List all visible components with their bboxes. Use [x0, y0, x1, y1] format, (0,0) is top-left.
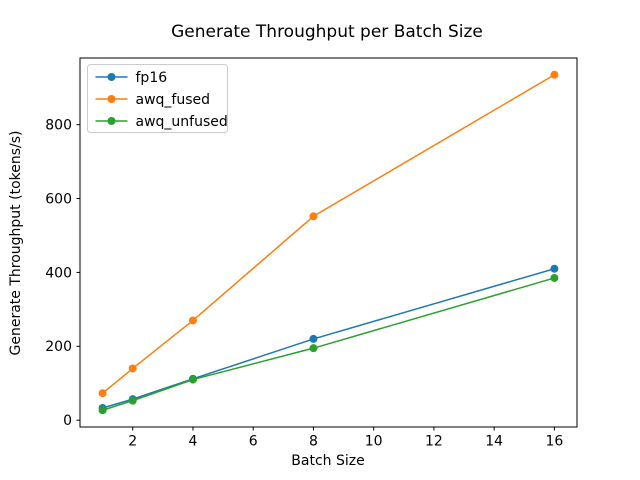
legend-item-awq_unfused: awq_unfused [136, 114, 228, 130]
data-point-awq_fused [98, 389, 107, 398]
legend-item-fp16: fp16 [136, 70, 168, 86]
data-point-awq_fused [550, 70, 559, 79]
data-point-fp16 [550, 264, 559, 273]
series-line-awq_unfused [101, 277, 556, 411]
x-tick-label: 8 [309, 434, 318, 450]
x-tick-label: 14 [485, 434, 503, 450]
axes-spines [79, 57, 578, 428]
y-tick-label: 400 [45, 265, 72, 281]
axis-ticks: 2 4 6 8 10 12 14 16 0 200 400 600 800 [45, 118, 563, 450]
data-point-awq_unfused [188, 375, 197, 384]
data-point-awq_fused [128, 364, 137, 373]
x-tick-label: 12 [425, 434, 443, 450]
data-point-awq_fused [188, 316, 197, 325]
x-axis-label: Batch Size [291, 453, 364, 469]
data-point-fp16 [309, 334, 318, 343]
chart-title: Generate Throughput per Batch Size [171, 22, 483, 42]
legend: fp16 awq_fused awq_unfused [87, 64, 228, 133]
legend-item-awq_fused: awq_fused [136, 92, 211, 108]
x-tick-label: 2 [128, 434, 137, 450]
legend-marker-awq_unfused [107, 117, 116, 125]
data-point-awq_unfused [128, 396, 137, 405]
data-point-awq_unfused [98, 406, 107, 415]
legend-box [87, 64, 228, 133]
data-point-awq_fused [309, 212, 318, 221]
x-tick-label: 16 [545, 434, 563, 450]
plot-frame [79, 57, 578, 428]
legend-marker-awq_fused [107, 95, 116, 103]
data-point-awq_unfused [550, 273, 559, 282]
x-tick-label: 4 [188, 434, 197, 450]
x-tick-label: 6 [249, 434, 258, 450]
legend-marker-fp16 [107, 73, 116, 81]
x-tick-label: 10 [365, 434, 383, 450]
data-point-awq_unfused [309, 344, 318, 353]
y-tick-label: 600 [45, 191, 72, 207]
plot-series [98, 70, 559, 415]
y-axis-label: Generate Throughput (tokens/s) [8, 131, 24, 356]
y-tick-label: 0 [63, 413, 72, 429]
y-tick-label: 800 [45, 118, 72, 134]
y-tick-label: 200 [45, 339, 72, 355]
